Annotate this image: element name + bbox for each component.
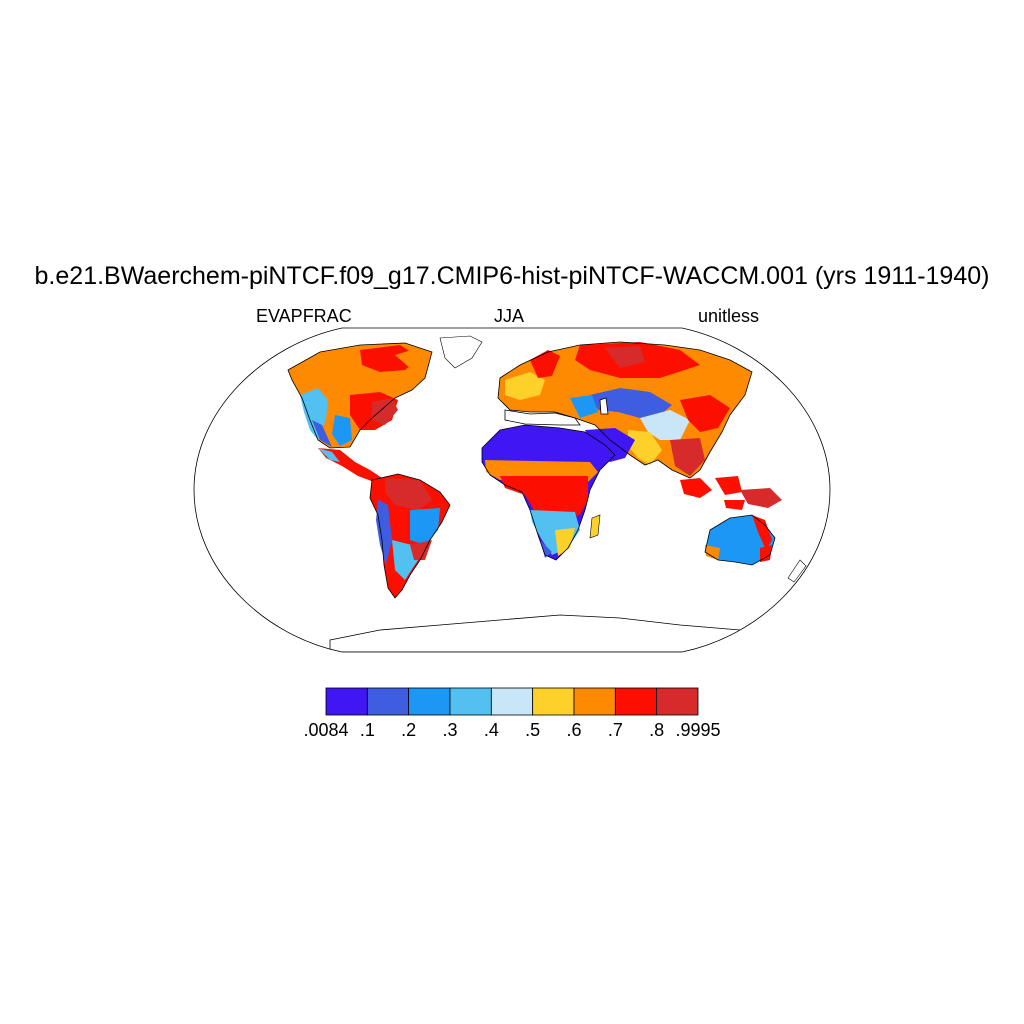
africa: [482, 425, 635, 560]
north-america: [288, 335, 483, 482]
variable-label: EVAPFRAC: [256, 306, 352, 326]
colorbar-tick-label: .0084: [303, 720, 349, 740]
colorbar-tick-label: .8: [649, 720, 665, 740]
colorbar-tick-label: .5: [525, 720, 541, 740]
colorbar: [325, 687, 699, 716]
colorbar-swatch: [449, 687, 492, 716]
colorbar-tick-label: .2: [401, 720, 417, 740]
plot-title: b.e21.BWaerchem-piNTCF.f09_g17.CMIP6-his…: [34, 262, 990, 290]
colorbar-swatch: [490, 687, 534, 716]
colorbar-tick-label: .6: [566, 720, 582, 740]
colorbar-tick-label: .3: [442, 720, 458, 740]
australia: [705, 515, 807, 583]
colorbar-swatch: [614, 687, 658, 716]
south-america: [370, 474, 450, 598]
colorbar-tick-label: .7: [607, 720, 623, 740]
colorbar-swatch: [656, 687, 699, 716]
coastlines: [287, 341, 776, 599]
antarctica: [329, 614, 801, 652]
season-label: JJA: [494, 306, 525, 326]
units-label: unitless: [698, 306, 760, 326]
colorbar-swatch: [408, 687, 451, 716]
map-border: [193, 327, 831, 653]
colorbar-swatch: [532, 687, 575, 716]
colorbar-tick-label: .4: [483, 720, 499, 740]
colorbar-tick-label: .1: [359, 720, 375, 740]
colorbar-swatch: [573, 687, 616, 716]
eurasia: [498, 342, 752, 478]
colorbar-tick-label: .9995: [675, 720, 721, 740]
colorbar-swatch: [366, 687, 410, 716]
colorbar-swatch: [325, 687, 368, 716]
maritime-asia: [680, 476, 782, 510]
